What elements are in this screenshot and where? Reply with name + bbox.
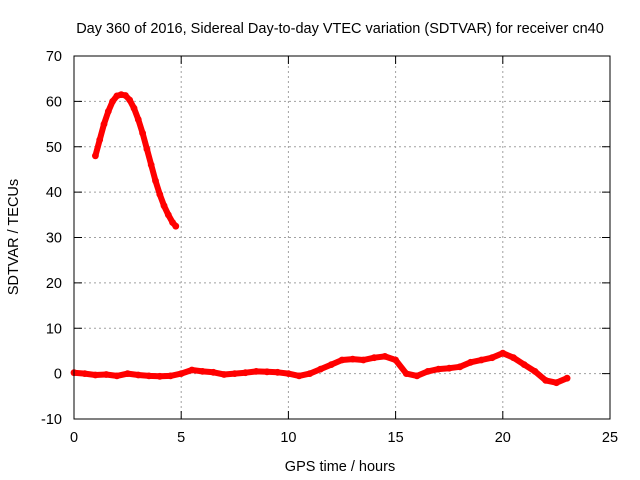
data-point	[360, 356, 367, 364]
data-point	[499, 349, 507, 357]
data-point	[445, 364, 453, 372]
data-point	[349, 355, 357, 363]
data-point	[488, 354, 496, 362]
data-point	[456, 363, 464, 371]
data-point	[167, 372, 174, 380]
chart-title: Day 360 of 2016, Sidereal Day-to-day VTE…	[76, 21, 604, 37]
data-point	[553, 379, 560, 387]
data-point	[130, 104, 138, 112]
y-tick-label: 50	[46, 140, 62, 156]
y-tick-label: -10	[41, 412, 62, 428]
data-point	[139, 129, 147, 137]
data-point	[126, 96, 134, 104]
data-point	[188, 366, 196, 374]
data-point	[467, 358, 474, 366]
data-point	[104, 108, 112, 115]
data-point	[295, 372, 303, 380]
data-point	[134, 371, 142, 379]
data-point	[152, 177, 159, 185]
data-point	[531, 368, 539, 375]
data-point	[231, 370, 239, 377]
y-tick-label: 10	[46, 321, 62, 337]
data-point	[210, 368, 217, 376]
data-point	[109, 98, 116, 105]
data-point	[102, 371, 110, 378]
data-point	[92, 371, 99, 379]
data-point	[424, 368, 432, 375]
data-point	[199, 368, 207, 375]
data-point	[177, 370, 185, 377]
data-point	[113, 372, 121, 380]
data-point	[81, 370, 89, 377]
plot-frame	[73, 55, 611, 420]
data-point	[143, 145, 151, 153]
data-point	[145, 372, 153, 380]
data-point	[338, 356, 346, 364]
y-tick-label: 20	[46, 276, 62, 292]
x-tick-label: 5	[177, 430, 185, 446]
x-axis-label: GPS time / hours	[285, 459, 395, 475]
data-point	[124, 370, 131, 377]
x-tick-label: 20	[495, 430, 511, 446]
y-tick-label: 0	[54, 367, 62, 383]
data-point	[327, 361, 335, 368]
x-tick-labels: 0 5 10 15 20 25	[70, 430, 618, 446]
y-tick-label: 60	[46, 94, 62, 110]
data-point	[306, 370, 314, 377]
data-point	[147, 161, 155, 169]
x-tick-label: 10	[280, 430, 296, 446]
y-tick-label: 30	[46, 231, 62, 247]
data-point	[392, 356, 399, 364]
data-point	[285, 370, 292, 377]
data-point	[402, 370, 410, 377]
y-tick-label: 40	[46, 185, 62, 201]
data-point	[156, 191, 164, 198]
data-point	[370, 354, 378, 362]
data-point	[563, 374, 571, 382]
data-point	[478, 356, 485, 364]
data-point	[252, 368, 260, 375]
y-tick-label: 70	[46, 49, 62, 65]
data-point	[317, 365, 324, 373]
data-point	[435, 365, 442, 373]
x-tick-label: 15	[388, 430, 404, 446]
data-point	[122, 92, 129, 99]
data-point	[242, 369, 249, 377]
data-point	[220, 371, 228, 378]
data-point	[381, 353, 389, 360]
data-marks	[70, 91, 571, 387]
data-point	[164, 211, 172, 219]
y-axis-label: SDTVAR / TECUs	[6, 179, 22, 295]
y-tick-labels: -10 0 10 20 30 40 50 60 70	[41, 49, 62, 428]
data-point	[92, 152, 99, 160]
data-point	[156, 372, 164, 380]
data-point	[542, 377, 550, 384]
data-point	[263, 368, 271, 376]
grid-lines	[74, 56, 610, 419]
data-point	[172, 222, 180, 230]
data-point	[520, 361, 528, 368]
data-point	[510, 354, 517, 362]
data-point	[274, 368, 282, 376]
data-point	[100, 120, 108, 128]
data-point	[134, 116, 142, 123]
data-point	[413, 372, 421, 380]
x-tick-label: 25	[602, 430, 618, 446]
x-tick-label: 0	[70, 430, 78, 446]
data-point	[160, 202, 168, 210]
data-point	[96, 136, 104, 144]
